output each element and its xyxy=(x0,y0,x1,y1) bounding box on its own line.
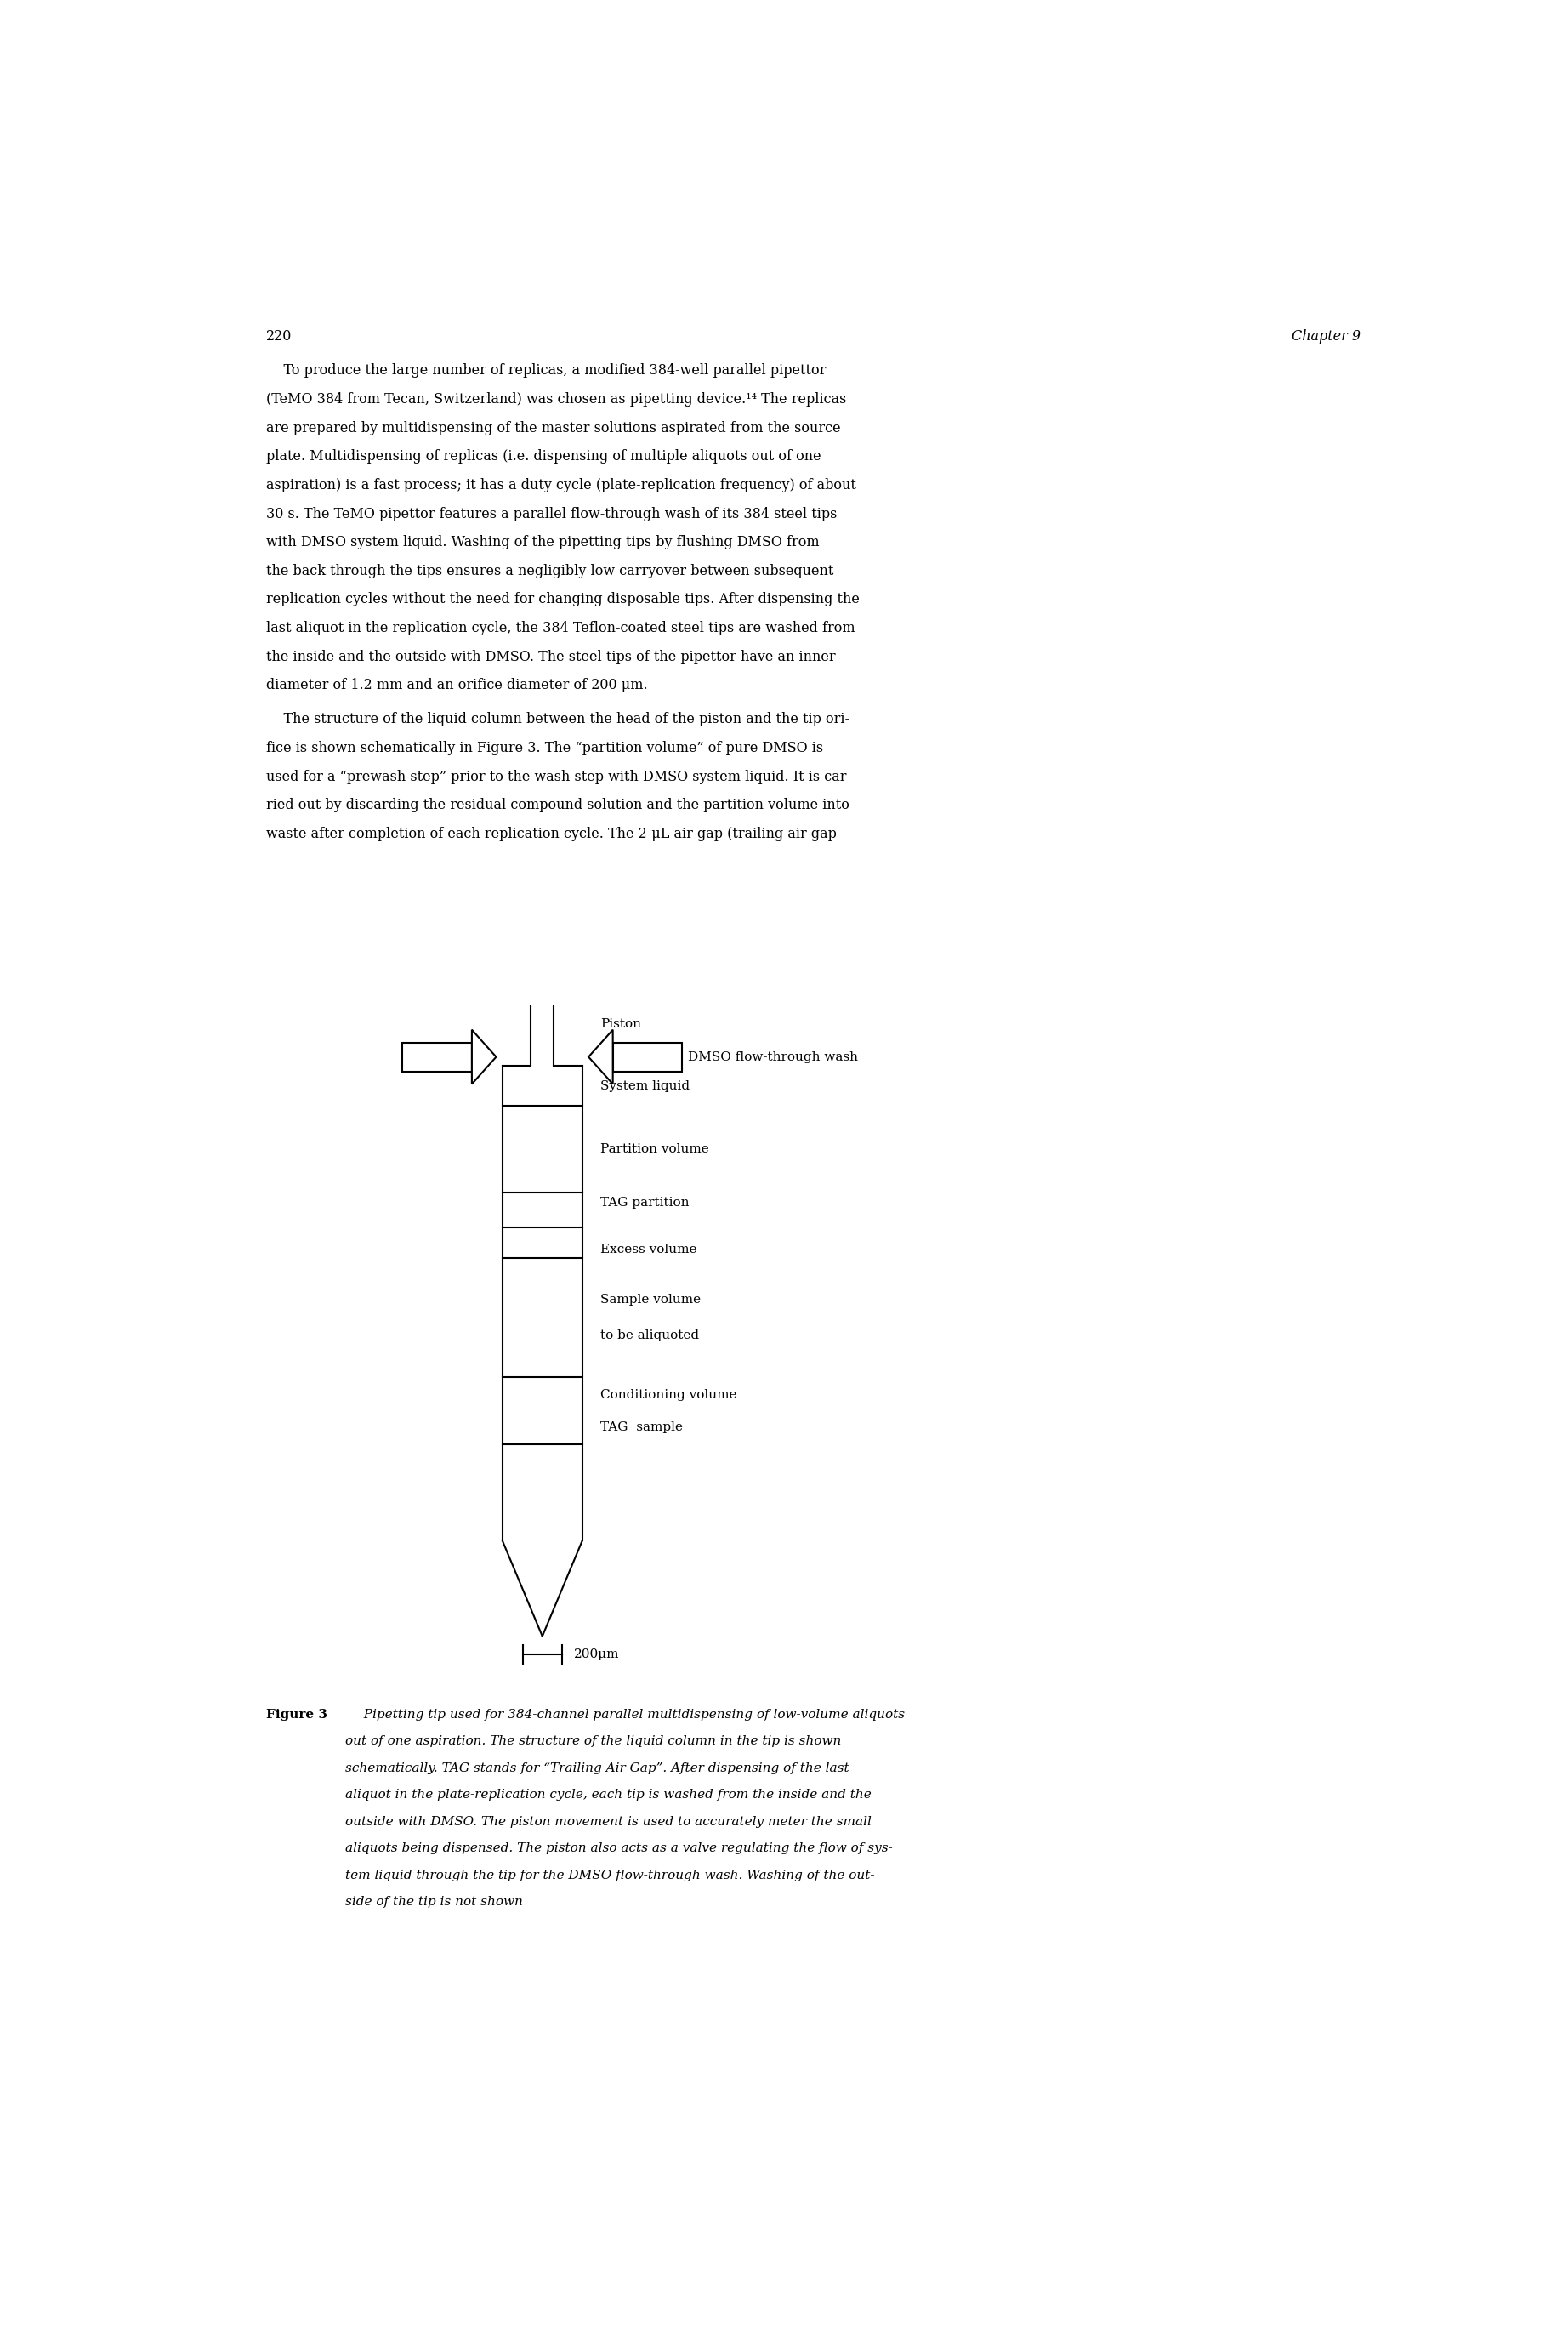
Text: To produce the large number of replicas, a modified 384-well parallel pipettor: To produce the large number of replicas,… xyxy=(267,364,826,379)
Text: Pipetting tip used for 384-channel parallel multidispensing of low-volume aliquo: Pipetting tip used for 384-channel paral… xyxy=(356,1709,905,1721)
Text: 220: 220 xyxy=(267,329,292,343)
Text: aliquot in the plate-replication cycle, each tip is washed from the inside and t: aliquot in the plate-replication cycle, … xyxy=(345,1789,872,1801)
Text: Piston: Piston xyxy=(601,1018,641,1030)
Text: plate. Multidispensing of replicas (i.e. dispensing of multiple aliquots out of : plate. Multidispensing of replicas (i.e.… xyxy=(267,449,822,463)
Text: the inside and the outside with DMSO. The steel tips of the pipettor have an inn: the inside and the outside with DMSO. Th… xyxy=(267,649,836,663)
Polygon shape xyxy=(588,1030,613,1084)
Bar xyxy=(403,1041,472,1072)
Text: aliquots being dispensed. The piston also acts as a valve regulating the flow of: aliquots being dispensed. The piston als… xyxy=(345,1843,892,1855)
Text: the back through the tips ensures a negligibly low carryover between subsequent: the back through the tips ensures a negl… xyxy=(267,564,834,578)
Text: are prepared by multidispensing of the master solutions aspirated from the sourc: are prepared by multidispensing of the m… xyxy=(267,421,840,435)
Text: fice is shown schematically in Figure 3. The “partition volume” of pure DMSO is: fice is shown schematically in Figure 3.… xyxy=(267,741,823,755)
Text: with DMSO system liquid. Washing of the pipetting tips by flushing DMSO from: with DMSO system liquid. Washing of the … xyxy=(267,536,820,550)
Text: ried out by discarding the residual compound solution and the partition volume i: ried out by discarding the residual comp… xyxy=(267,797,850,813)
Text: Conditioning volume: Conditioning volume xyxy=(601,1389,737,1401)
Text: TAG partition: TAG partition xyxy=(601,1197,690,1208)
Text: replication cycles without the need for changing disposable tips. After dispensi: replication cycles without the need for … xyxy=(267,592,859,607)
Text: diameter of 1.2 mm and an orifice diameter of 200 μm.: diameter of 1.2 mm and an orifice diamet… xyxy=(267,677,648,694)
Text: Excess volume: Excess volume xyxy=(601,1244,698,1255)
Text: (TeMO 384 from Tecan, Switzerland) was chosen as pipetting device.¹⁴ The replica: (TeMO 384 from Tecan, Switzerland) was c… xyxy=(267,393,847,407)
Text: used for a “prewash step” prior to the wash step with DMSO system liquid. It is : used for a “prewash step” prior to the w… xyxy=(267,769,851,783)
Text: Partition volume: Partition volume xyxy=(601,1143,709,1154)
Text: 30 s. The TeMO pipettor features a parallel flow-through wash of its 384 steel t: 30 s. The TeMO pipettor features a paral… xyxy=(267,505,837,522)
Text: 200μm: 200μm xyxy=(574,1648,619,1660)
Text: Figure 3: Figure 3 xyxy=(267,1709,328,1721)
Polygon shape xyxy=(472,1030,495,1084)
Text: last aliquot in the replication cycle, the 384 Teflon-coated steel tips are wash: last aliquot in the replication cycle, t… xyxy=(267,621,856,635)
Text: out of one aspiration. The structure of the liquid column in the tip is shown: out of one aspiration. The structure of … xyxy=(345,1735,842,1747)
Text: aspiration) is a fast process; it has a duty cycle (plate-replication frequency): aspiration) is a fast process; it has a … xyxy=(267,477,856,491)
Text: waste after completion of each replication cycle. The 2-μL air gap (trailing air: waste after completion of each replicati… xyxy=(267,828,837,842)
Text: System liquid: System liquid xyxy=(601,1079,690,1091)
Text: Chapter 9: Chapter 9 xyxy=(1292,329,1359,343)
Text: to be aliquoted: to be aliquoted xyxy=(601,1331,699,1342)
Text: side of the tip is not shown: side of the tip is not shown xyxy=(345,1897,524,1909)
Bar xyxy=(613,1041,682,1072)
Text: DMSO flow-through wash: DMSO flow-through wash xyxy=(688,1051,858,1063)
Text: Sample volume: Sample volume xyxy=(601,1293,701,1305)
Text: TAG  sample: TAG sample xyxy=(601,1420,684,1434)
Text: schematically. TAG stands for “Trailing Air Gap”. After dispensing of the last: schematically. TAG stands for “Trailing … xyxy=(345,1763,850,1775)
Text: The structure of the liquid column between the head of the piston and the tip or: The structure of the liquid column betwe… xyxy=(267,712,850,726)
Text: outside with DMSO. The piston movement is used to accurately meter the small: outside with DMSO. The piston movement i… xyxy=(345,1815,872,1827)
Text: tem liquid through the tip for the DMSO flow-through wash. Washing of the out-: tem liquid through the tip for the DMSO … xyxy=(345,1869,875,1881)
